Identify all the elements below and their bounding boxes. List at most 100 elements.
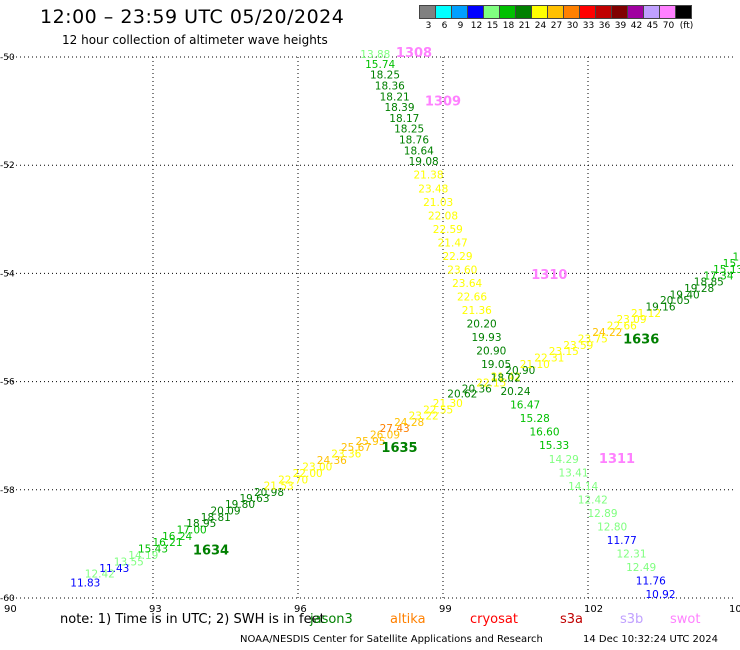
wave-height-label: 20.36 — [462, 383, 492, 395]
x-tick-label: 93 — [149, 604, 162, 615]
wave-height-label: 21.03 — [423, 197, 453, 209]
satellite-legend-s3b: s3b — [620, 612, 644, 627]
pass-time-label: 1634 — [193, 544, 229, 559]
wave-height-label: 15.91 — [732, 251, 740, 263]
wave-height-label: 22.70 — [278, 474, 308, 486]
pass-time-label: 1309 — [425, 95, 461, 110]
wave-height-label: 23.22 — [409, 410, 439, 422]
wave-height-label: 21.38 — [413, 170, 443, 182]
color-scale-label: 39 — [614, 21, 627, 31]
wave-height-label: 18.25 — [370, 70, 400, 82]
wave-height-label: 25.67 — [341, 442, 371, 454]
wave-height-label: 22.31 — [534, 353, 564, 365]
color-scale-label: 3 — [425, 21, 432, 31]
wave-height-label: 18.76 — [399, 135, 429, 147]
pass-time-labels: 1308 1309 1310 1311 1636 1635 1634 — [193, 46, 659, 559]
color-scale-label: 33 — [582, 21, 595, 31]
y-tick-label: -58 — [0, 486, 15, 496]
color-scale-label: (ft) — [679, 21, 694, 31]
wave-height-label: 22.08 — [428, 210, 458, 222]
wave-height-label: 19.28 — [684, 283, 714, 295]
wave-height-label: 20.24 — [500, 386, 530, 398]
wave-height-label: 21.47 — [438, 237, 468, 249]
wave-height-label: 17.34 — [703, 270, 733, 282]
wave-height-label: 12.31 — [616, 548, 646, 560]
x-tick-label: 96 — [294, 604, 307, 615]
wave-height-label: 20.98 — [254, 487, 284, 499]
wave-height-label: 23.36 — [331, 448, 361, 460]
satellite-legend-s3a: s3a — [560, 612, 584, 627]
wave-height-label: 22.29 — [442, 251, 472, 263]
wave-height-label: 23.15 — [549, 346, 579, 358]
wave-height-label: 27.43 — [380, 423, 410, 435]
wave-height-label: 15.13 — [713, 264, 740, 276]
satellite-legend-cryosat: cryosat — [470, 612, 518, 627]
wave-height-label: 17.00 — [177, 525, 207, 537]
wave-height-label: 18.85 — [694, 276, 724, 288]
wave-height-label: 19.63 — [239, 493, 269, 505]
color-scale-label: 30 — [566, 21, 579, 31]
wave-height-label: 10.92 — [645, 589, 675, 601]
color-scale-label: 36 — [598, 21, 611, 31]
wave-height-label: 24.36 — [317, 455, 347, 467]
wave-height-label: 21.12 — [631, 308, 661, 320]
y-tick-label: -56 — [0, 378, 15, 388]
wave-height-label: 22.15 — [476, 377, 506, 389]
wave-height-label: 12.89 — [587, 508, 617, 520]
wave-height-label: 23.00 — [302, 461, 332, 473]
color-scale-label: 70 — [662, 21, 675, 31]
color-scale-label: 15 — [486, 21, 499, 31]
wave-height-label: 22.59 — [433, 224, 463, 236]
wave-height-label: 19.40 — [670, 289, 700, 301]
satellite-legend-altika: altika — [390, 612, 426, 627]
color-scale-label: 42 — [630, 21, 643, 31]
color-scale-label: 27 — [550, 21, 563, 31]
wave-height-label: 21.30 — [433, 398, 463, 410]
y-tick-label: -60 — [0, 594, 15, 604]
color-scale-label: 18 — [502, 21, 515, 31]
wave-height-label: 15.33 — [539, 440, 569, 452]
pass-time-label: 1308 — [396, 46, 432, 61]
wave-height-label: 15.74 — [365, 59, 395, 71]
wave-height-values: 11.8312.4211.4313.5514.1915.4316.2116.24… — [70, 49, 740, 601]
map-axes: 90 93 96 99 102 105 -50 -52 -54 -56 -58 -60 — [0, 53, 740, 615]
wave-height-label: 22.00 — [293, 468, 323, 480]
wave-height-label: 25.95 — [355, 436, 385, 448]
wave-height-label: 18.64 — [404, 145, 434, 157]
color-scale-label: 9 — [457, 21, 464, 31]
color-scale-swatch — [675, 5, 692, 19]
wave-height-label: 20.05 — [660, 295, 690, 307]
wave-height-label: 18.25 — [394, 124, 424, 136]
wave-height-label: 23.59 — [563, 340, 593, 352]
wave-height-label: 15.43 — [138, 544, 168, 556]
wave-height-label: 21.53 — [264, 480, 294, 492]
wave-height-label: 23.09 — [616, 314, 646, 326]
wave-height-label: 18.95 — [186, 518, 216, 530]
x-tick-label: 99 — [439, 604, 452, 615]
wave-height-label: 12.42 — [578, 494, 608, 506]
wave-height-label: 19.05 — [481, 359, 511, 371]
wave-height-label: 12.42 — [85, 568, 115, 580]
wave-height-label: 21.42 — [491, 372, 521, 384]
y-tick-label: -50 — [0, 53, 15, 63]
wave-height-label: 15.28 — [520, 413, 550, 425]
x-tick-label: 102 — [584, 604, 603, 615]
wave-height-label: 13.88 — [360, 49, 390, 61]
wave-height-label: 20.09 — [210, 506, 240, 518]
wave-height-label: 16.60 — [529, 427, 559, 439]
footer-credit: NOAA/NESDIS Center for Satellite Applica… — [240, 634, 543, 645]
wave-height-label: 14.29 — [549, 454, 579, 466]
wave-height-label: 24.28 — [394, 417, 424, 429]
wave-height-label: 19.93 — [471, 332, 501, 344]
wave-height-label: 12.49 — [626, 562, 656, 574]
wave-height-label: 22.66 — [457, 291, 487, 303]
wave-height-label: 12.80 — [597, 521, 627, 533]
wave-height-color-scale: 3 6 9 12 15 18 21 24 27 30 33 36 39 42 45 70 (ft) — [419, 5, 694, 33]
wave-height-label: 16.24 — [162, 531, 192, 543]
wave-height-label: 19.16 — [645, 302, 675, 314]
wave-height-label: 11.83 — [70, 578, 100, 590]
color-scale-label: 12 — [470, 21, 483, 31]
pass-time-label: 1635 — [381, 441, 417, 456]
wave-height-label: 24.22 — [592, 327, 622, 339]
